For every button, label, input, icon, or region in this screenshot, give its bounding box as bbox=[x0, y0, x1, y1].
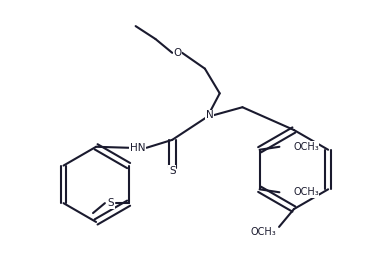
Text: S: S bbox=[108, 198, 114, 208]
Text: S: S bbox=[169, 166, 176, 176]
Text: N: N bbox=[206, 110, 214, 120]
Text: OCH₃: OCH₃ bbox=[293, 142, 319, 152]
Text: OCH₃: OCH₃ bbox=[293, 187, 319, 197]
Text: O: O bbox=[173, 48, 181, 58]
Text: HN: HN bbox=[130, 143, 146, 153]
Text: OCH₃: OCH₃ bbox=[250, 227, 276, 237]
